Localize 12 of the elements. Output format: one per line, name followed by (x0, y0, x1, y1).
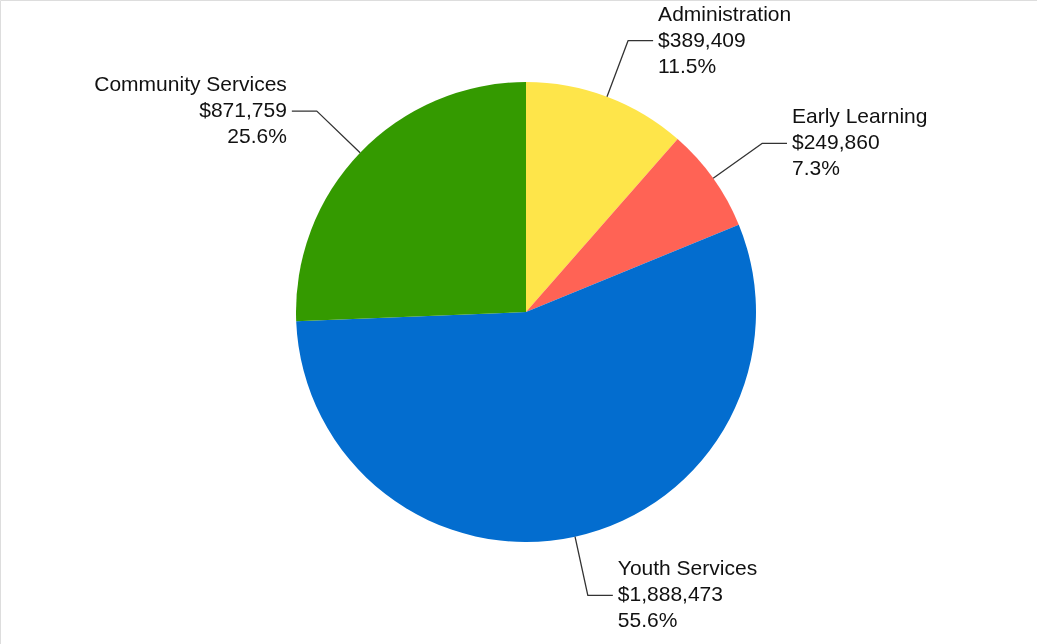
data-label: $249,860 7.3% (792, 130, 880, 180)
data-label: $871,759 25.6% (199, 98, 287, 148)
data-label: $389,409 11.5% (658, 27, 746, 77)
slice-label: Youth Services (617, 556, 758, 580)
slice-label: Community Services (94, 72, 287, 96)
pie-slice (296, 82, 526, 322)
pie-slice (526, 82, 678, 312)
pie-slice (296, 224, 756, 542)
slice-label: Early Learning (792, 104, 928, 128)
data-label: $1,888,473 55.6% (617, 582, 723, 632)
slice-label: Administration (658, 1, 792, 25)
pie-slice (526, 139, 739, 312)
